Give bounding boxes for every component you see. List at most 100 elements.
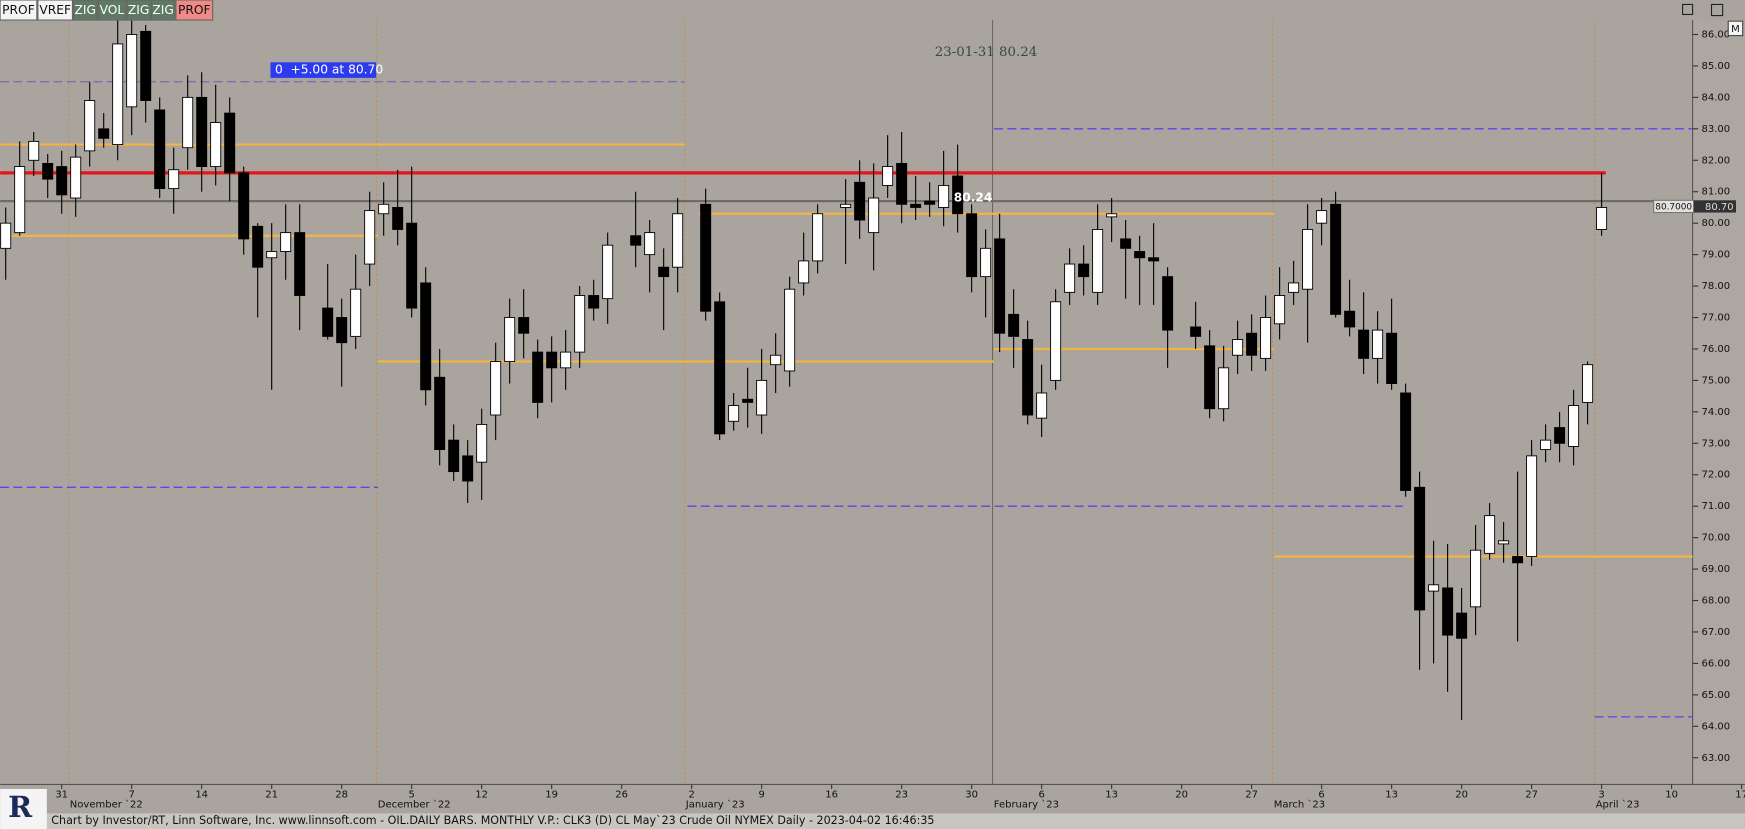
price-tag: 80.70 xyxy=(1705,202,1734,213)
x-tick-label: 10 xyxy=(1665,790,1678,801)
candle-body xyxy=(28,140,40,161)
toolbar-button[interactable]: PROF xyxy=(0,0,38,21)
candle-body xyxy=(1288,282,1300,293)
candle-body xyxy=(966,213,978,278)
toolbar-button[interactable]: ZIG xyxy=(126,0,151,21)
y-tick-label: 70.00 xyxy=(1702,533,1731,544)
candle-body xyxy=(364,210,376,265)
restore-button[interactable] xyxy=(1682,3,1694,16)
annotation: 23-01-31 80.24 xyxy=(935,45,1037,60)
candle-body xyxy=(280,232,292,252)
y-tick-label: 72.00 xyxy=(1702,470,1731,481)
window-controls: M xyxy=(1682,3,1744,37)
candle-body xyxy=(1540,439,1552,451)
candle-body xyxy=(1246,332,1258,356)
button-label: PROF xyxy=(178,3,211,17)
candle-body xyxy=(938,184,950,208)
month-label: March `23 xyxy=(1274,799,1325,811)
y-tick-label: 78.00 xyxy=(1702,281,1731,292)
y-tick-label: 80.00 xyxy=(1702,218,1731,229)
candle-body xyxy=(1162,276,1174,331)
axes: November `22 December `22 January `23 Febru… xyxy=(55,29,1745,810)
x-tick-label: 28 xyxy=(335,790,348,801)
y-tick-label: 73.00 xyxy=(1702,438,1731,449)
candle-body xyxy=(378,203,390,215)
candle-body xyxy=(392,207,404,230)
candle-body xyxy=(1512,556,1524,564)
candle-body xyxy=(56,166,68,196)
annotation-box xyxy=(270,62,377,78)
candle-body xyxy=(756,379,768,416)
candle-body xyxy=(448,439,460,473)
candle-body xyxy=(672,213,684,268)
month-label: December `22 xyxy=(378,799,451,811)
candle-body xyxy=(14,166,26,234)
x-tick-label: 21 xyxy=(265,790,278,801)
candle-body xyxy=(462,455,474,482)
y-tick-label: 74.00 xyxy=(1702,407,1731,418)
toolbar-button[interactable]: ZIG xyxy=(72,0,98,21)
candle-body xyxy=(434,376,446,451)
candle-body xyxy=(868,197,880,234)
y-tick-label: 82.00 xyxy=(1702,155,1731,166)
footer-bar xyxy=(0,813,1745,829)
candle-body xyxy=(252,225,264,268)
candle-body xyxy=(112,43,124,146)
candle-body xyxy=(700,203,712,312)
candle-body xyxy=(1204,345,1216,410)
logo: R xyxy=(0,788,47,829)
candle-body xyxy=(238,172,250,240)
candle-body xyxy=(630,235,642,246)
candle-body xyxy=(224,112,236,174)
candle-body xyxy=(350,288,362,337)
toolbar-button[interactable]: VREF xyxy=(37,0,73,21)
month-label: January `23 xyxy=(685,799,745,811)
candle-body xyxy=(770,354,782,366)
candle-body xyxy=(1134,251,1146,259)
x-tick-label: 14 xyxy=(195,790,208,801)
toolbar-button[interactable]: ZIG xyxy=(150,0,176,21)
candle-body xyxy=(644,232,656,256)
candle-body xyxy=(812,213,824,262)
toolbar-button[interactable]: VOL xyxy=(97,0,127,21)
candle-body xyxy=(1442,587,1454,636)
y-tick-label: 83.00 xyxy=(1702,124,1731,135)
annotation: 0 +5.00 at 80.70 xyxy=(275,63,383,77)
candle-body xyxy=(1596,207,1608,230)
candle-body xyxy=(182,96,194,149)
corner-button[interactable]: M xyxy=(1727,20,1744,37)
candle-body xyxy=(70,156,82,199)
candle-body xyxy=(714,301,726,435)
x-tick-label: 7 xyxy=(129,790,135,801)
x-tick-label: 20 xyxy=(1455,790,1468,801)
y-tick-label: 71.00 xyxy=(1702,501,1731,512)
y-tick-label: 64.00 xyxy=(1702,721,1731,732)
candle-body xyxy=(266,251,278,259)
button-label: VREF xyxy=(39,3,71,17)
candle-body xyxy=(1498,540,1510,545)
x-tick-label: 27 xyxy=(1245,790,1258,801)
y-tick-label: 65.00 xyxy=(1702,690,1731,701)
candle-body xyxy=(1316,210,1328,224)
plot-area xyxy=(0,20,1693,785)
candle-body xyxy=(1582,364,1594,403)
maximize-button[interactable] xyxy=(1710,3,1724,17)
footer-text: Chart by Investor/RT, Linn Software, Inc… xyxy=(51,814,934,827)
x-tick-label: 20 xyxy=(1175,790,1188,801)
y-tick-label: 67.00 xyxy=(1702,627,1731,638)
toolbar-button[interactable]: PROF xyxy=(175,0,214,21)
candle-body xyxy=(1148,257,1160,262)
candle-body xyxy=(1428,584,1440,592)
x-tick-label: 6 xyxy=(1318,790,1324,801)
candle-body xyxy=(1568,405,1580,447)
candle-body xyxy=(154,109,166,190)
candle-body xyxy=(1064,263,1076,293)
button-label: ZIG xyxy=(74,3,95,17)
candle-body xyxy=(742,398,754,403)
candle-body xyxy=(504,317,516,362)
candle-body xyxy=(798,260,810,284)
x-tick-label: 13 xyxy=(1385,790,1398,801)
price-axis-area xyxy=(1692,20,1745,785)
y-tick-label: 69.00 xyxy=(1702,564,1731,575)
